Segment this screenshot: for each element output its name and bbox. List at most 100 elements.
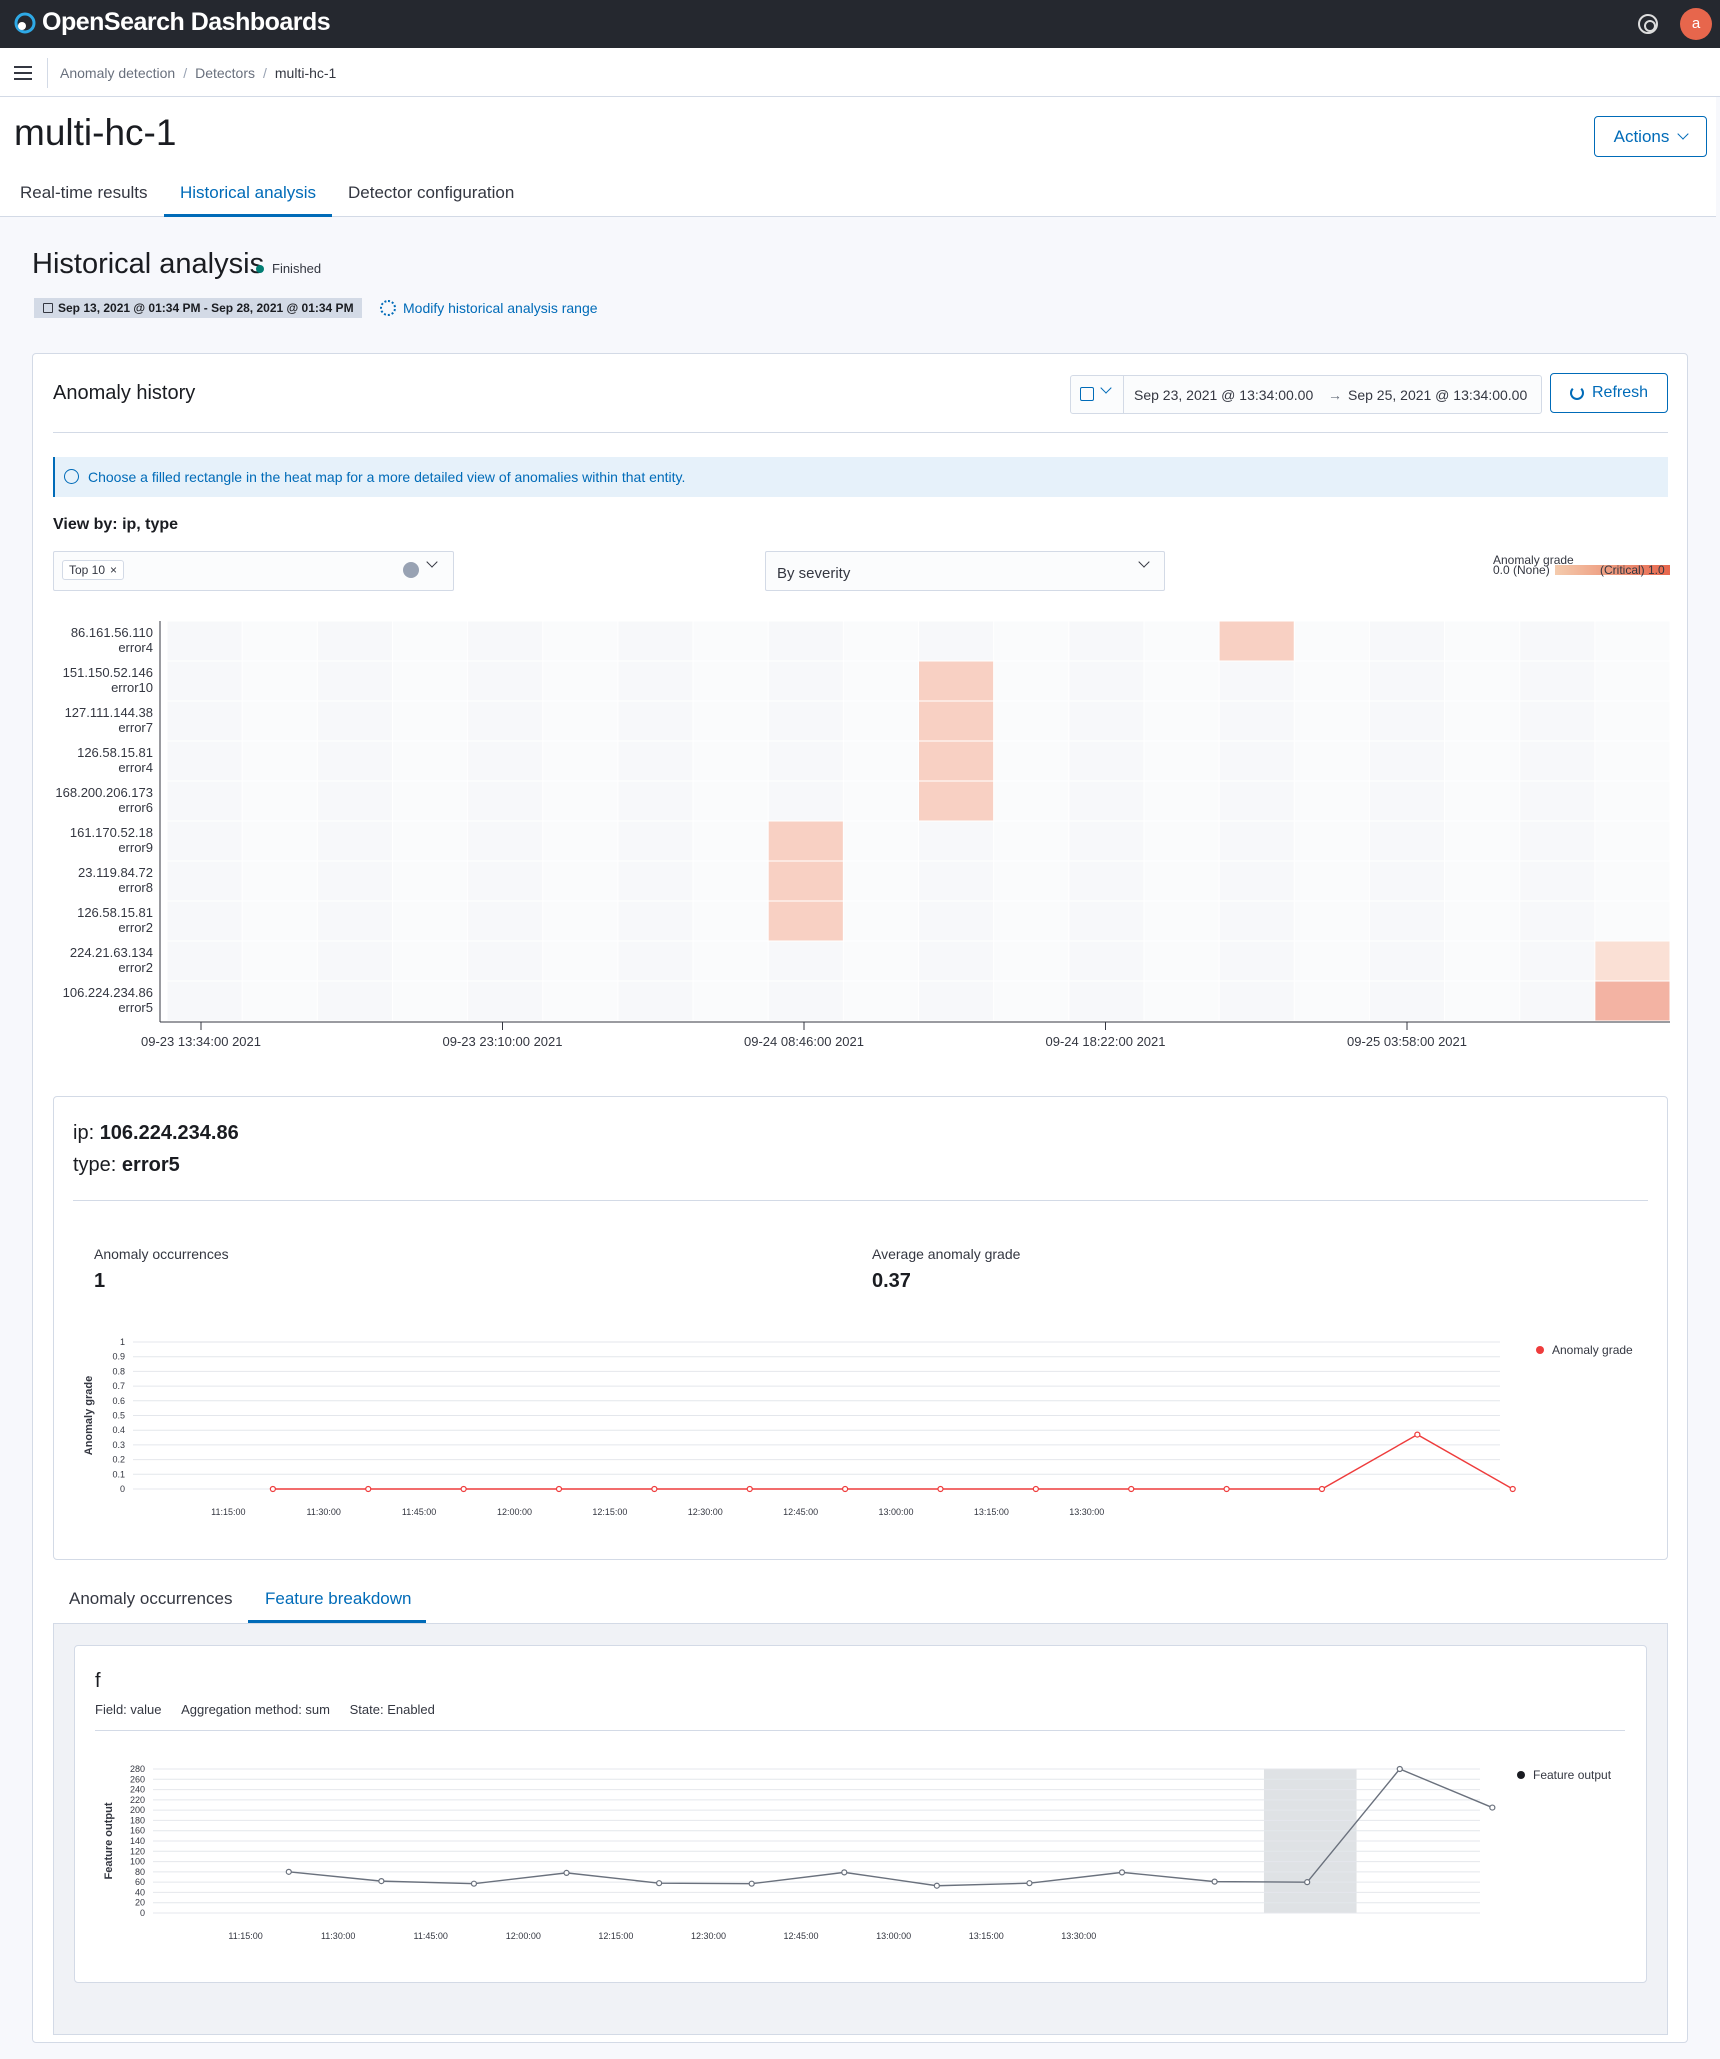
heatmap-cell — [919, 941, 994, 981]
heatmap-cell-anomaly — [919, 661, 994, 701]
range-badge: Sep 13, 2021 @ 01:34 PM - Sep 28, 2021 @… — [34, 298, 362, 318]
heatmap-cell — [1219, 821, 1294, 861]
heatmap-cell — [919, 821, 994, 861]
heatmap-cell — [1144, 741, 1219, 781]
heatmap-cell — [768, 741, 843, 781]
heatmap-cell — [167, 901, 242, 941]
heatmap-row-label: 161.170.52.18 error9 — [43, 825, 153, 855]
view-by-label: View by: ip, type — [53, 516, 179, 533]
refresh-button[interactable]: Refresh — [1550, 373, 1668, 413]
heatmap-cell — [994, 781, 1069, 821]
y-tick-label: 0.6 — [112, 1396, 125, 1406]
pill-close-icon[interactable]: × — [110, 563, 118, 577]
heatmap-cell — [242, 981, 317, 1021]
clear-icon[interactable] — [403, 562, 419, 578]
x-tick-label: 12:45:00 — [783, 1507, 818, 1517]
x-tick-label: 13:15:00 — [969, 1931, 1004, 1941]
data-point — [933, 1882, 940, 1889]
heatmap-cell — [167, 861, 242, 901]
heatmap-cell — [1445, 981, 1520, 1021]
heatmap-cell — [1294, 741, 1369, 781]
heatmap-cell — [167, 661, 242, 701]
heatmap-cell — [1294, 861, 1369, 901]
date-picker[interactable]: Sep 23, 2021 @ 13:34:00.00 → Sep 25, 202… — [1070, 375, 1542, 414]
heatmap-cell — [167, 981, 242, 1021]
y-tick-label: 1 — [120, 1337, 125, 1347]
heatmap-cell — [1520, 901, 1595, 941]
severity-select[interactable]: By severity — [765, 551, 1165, 591]
feature-agg: Aggregation method: sum — [181, 1702, 330, 1717]
heatmap-cell-anomaly — [1219, 621, 1294, 661]
row-ip: 161.170.52.18 — [69, 825, 153, 840]
heatmap-cell — [317, 861, 392, 901]
ip-label: ip: — [73, 1122, 95, 1144]
data-point — [1489, 1804, 1496, 1811]
heatmap-cell-anomaly — [919, 781, 994, 821]
gear-icon[interactable] — [380, 300, 396, 316]
actions-button[interactable]: Actions — [1594, 116, 1707, 157]
tab-anomaly-occurrences[interactable]: Anomaly occurrences — [69, 1589, 233, 1608]
heatmap-cell — [242, 701, 317, 741]
type-value: error5 — [121, 1154, 180, 1176]
heatmap-row-label: 168.200.206.173 error6 — [43, 785, 153, 815]
heatmap-cell-anomaly — [1595, 941, 1670, 981]
breadcrumb-anomaly-detection[interactable]: Anomaly detection — [60, 65, 176, 81]
heatmap-cell — [468, 981, 543, 1021]
heatmap-cell — [543, 701, 618, 741]
tab-feature-breakdown[interactable]: Feature breakdown — [265, 1589, 412, 1608]
heatmap-cell — [1520, 941, 1595, 981]
heatmap-cell — [1369, 901, 1445, 941]
x-tick-label: 13:15:00 — [974, 1507, 1009, 1517]
heatmap-cell — [843, 941, 918, 981]
heatmap-cell — [1369, 741, 1445, 781]
calendar-icon[interactable] — [1080, 387, 1094, 401]
avatar[interactable]: a — [1680, 8, 1712, 40]
tab-detector-configuration[interactable]: Detector configuration — [348, 183, 515, 202]
heatmap-cell — [693, 901, 768, 941]
brand-logo[interactable]: OpenSearch Dashboards — [14, 8, 331, 37]
heatmap-cell — [1294, 701, 1369, 741]
x-tick-label: 13:30:00 — [1061, 1931, 1096, 1941]
data-point — [937, 1485, 944, 1493]
top-10-pill[interactable]: Top 10 × — [62, 560, 125, 580]
modify-range-link[interactable]: Modify historical analysis range — [403, 300, 598, 316]
legend-label: Feature output — [1533, 1768, 1612, 1782]
data-point — [1211, 1878, 1218, 1885]
date-start[interactable]: Sep 23, 2021 @ 13:34:00.00 — [1134, 387, 1314, 403]
heatmap-row-label: 151.150.52.146 error10 — [43, 665, 153, 695]
data-point — [1032, 1485, 1039, 1493]
heatmap-cell — [167, 621, 242, 661]
tab-historical-analysis[interactable]: Historical analysis — [180, 183, 317, 202]
feature-name: f — [95, 1670, 101, 1692]
top-nav-bar — [0, 0, 1720, 48]
heatmap-cell — [242, 661, 317, 701]
heatmap-cell — [1294, 941, 1369, 981]
heatmap-cell — [618, 701, 693, 741]
x-tick-label: 13:30:00 — [1069, 1507, 1104, 1517]
heatmap-cell — [1294, 981, 1369, 1021]
help-icon[interactable] — [1638, 14, 1658, 34]
menu-icon[interactable] — [14, 66, 32, 80]
legend-none: 0.0 (None) — [1493, 563, 1550, 577]
top-entities-combobox[interactable] — [53, 551, 454, 591]
x-tick-label: 12:15:00 — [598, 1931, 633, 1941]
tab-real-time-results[interactable]: Real-time results — [20, 183, 148, 202]
date-end[interactable]: Sep 25, 2021 @ 13:34:00.00 — [1348, 387, 1528, 403]
x-tick-label: 11:45:00 — [414, 1931, 448, 1941]
heatmap-cell — [1445, 821, 1520, 861]
heatmap-row-label: 127.111.144.38 error7 — [43, 705, 153, 735]
heatmap-cell — [768, 621, 843, 661]
y-tick-label: 20 — [135, 1898, 145, 1908]
row-type: error10 — [111, 680, 153, 695]
breadcrumb-detectors[interactable]: Detectors — [195, 65, 255, 81]
data-point — [1118, 1869, 1126, 1876]
heatmap-chart: 09-23 13:34:00 2021 09-23 23:10:00 2021 09… — [141, 621, 1670, 1049]
divider — [53, 432, 1668, 433]
y-tick-label: 200 — [130, 1805, 145, 1815]
heatmap-cell — [1219, 901, 1294, 941]
heatmap-cell — [1445, 861, 1520, 901]
data-point — [651, 1485, 658, 1493]
heatmap-cell — [543, 741, 618, 781]
info-callout — [53, 457, 1668, 497]
heatmap-cell — [242, 901, 317, 941]
